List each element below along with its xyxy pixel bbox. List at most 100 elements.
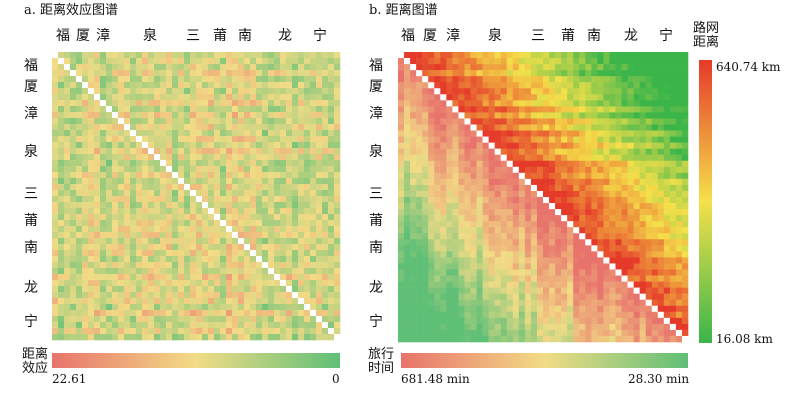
heatmap-cell xyxy=(268,298,275,305)
heatmap-cell xyxy=(52,52,59,59)
heatmap-cell xyxy=(58,274,65,281)
heatmap-cell xyxy=(292,214,299,221)
heatmap-cell xyxy=(434,112,441,119)
heatmap-cell xyxy=(268,112,275,119)
heatmap-cell xyxy=(681,335,689,343)
heatmap-cell xyxy=(160,154,167,161)
heatmap-cell xyxy=(76,82,83,89)
heatmap-cell xyxy=(398,136,405,143)
heatmap-cell xyxy=(609,299,616,307)
heatmap-cell xyxy=(112,256,119,263)
heatmap-cell xyxy=(675,233,683,240)
heatmap-cell xyxy=(567,100,574,107)
heatmap-cell xyxy=(476,293,483,301)
heatmap-cell xyxy=(118,334,125,341)
heatmap-cell xyxy=(506,305,514,313)
heatmap-cell xyxy=(58,76,65,83)
heatmap-cell xyxy=(130,238,137,245)
heatmap-cell xyxy=(500,335,508,343)
heatmap-cell xyxy=(669,287,677,294)
heatmap-cell xyxy=(452,197,459,204)
heatmap-cell xyxy=(398,221,405,228)
heatmap-cell xyxy=(494,203,502,210)
heatmap-cell xyxy=(428,197,435,204)
heatmap-cell xyxy=(524,76,532,83)
heatmap-cell xyxy=(476,305,483,313)
heatmap-cell xyxy=(500,215,508,222)
heatmap-cell xyxy=(500,227,508,234)
heatmap-cell xyxy=(452,70,459,77)
heatmap-cell xyxy=(178,190,185,197)
heatmap-cell xyxy=(512,154,520,162)
heatmap-cell xyxy=(675,335,683,343)
heatmap-cell xyxy=(274,238,281,245)
heatmap-cell xyxy=(651,317,659,325)
heatmap-cell xyxy=(410,130,417,137)
heatmap-cell xyxy=(470,239,477,246)
heatmap-cell xyxy=(232,70,239,77)
heatmap-cell xyxy=(256,298,263,305)
heatmap-cell xyxy=(561,154,568,162)
heatmap-cell xyxy=(88,214,95,221)
heatmap-cell xyxy=(208,190,215,197)
heatmap-cell xyxy=(142,250,149,257)
heatmap-cell xyxy=(567,70,574,77)
heatmap-cell xyxy=(657,100,665,107)
heatmap-cell xyxy=(64,178,71,185)
heatmap-cell xyxy=(328,148,335,155)
heatmap-cell xyxy=(506,178,514,186)
heatmap-cell xyxy=(76,220,83,227)
heatmap-cell xyxy=(292,238,299,245)
heatmap-cell xyxy=(585,124,592,131)
heatmap-cell xyxy=(518,221,526,228)
heatmap-cell xyxy=(621,52,628,59)
heatmap-cell xyxy=(334,184,341,191)
heatmap-cell xyxy=(543,269,550,276)
heatmap-cell xyxy=(322,334,329,341)
heatmap-cell xyxy=(292,190,299,197)
heatmap-cell xyxy=(573,58,580,65)
heatmap-cell xyxy=(681,100,689,107)
heatmap-cell xyxy=(112,112,119,119)
heatmap-cell xyxy=(322,310,329,317)
heatmap-cell xyxy=(524,58,532,65)
heatmap-cell xyxy=(118,280,125,287)
heatmap-cell xyxy=(82,226,89,233)
heatmap-cell xyxy=(579,106,586,113)
heatmap-cell xyxy=(118,268,125,275)
heatmap-cell xyxy=(561,94,568,101)
heatmap-cell xyxy=(398,58,405,65)
heatmap-cell xyxy=(549,323,556,331)
panel-b-row-label: 厦 xyxy=(369,79,383,95)
heatmap-cell xyxy=(536,58,544,65)
heatmap-cell xyxy=(70,238,77,245)
heatmap-cell xyxy=(202,334,209,341)
heatmap-cell xyxy=(226,298,233,305)
heatmap-cell xyxy=(118,148,125,155)
heatmap-cell xyxy=(328,64,335,71)
heatmap-cell xyxy=(567,112,574,119)
heatmap-cell xyxy=(328,334,335,341)
heatmap-cell xyxy=(232,100,239,107)
heatmap-cell xyxy=(470,215,477,222)
heatmap-cell xyxy=(645,118,653,125)
heatmap-cell xyxy=(226,310,233,317)
heatmap-cell xyxy=(172,274,179,281)
heatmap-cell xyxy=(166,52,173,59)
heatmap-cell xyxy=(434,275,441,282)
heatmap-cell xyxy=(196,322,203,329)
heatmap-cell xyxy=(530,335,538,343)
heatmap-cell xyxy=(118,310,125,317)
heatmap-cell xyxy=(591,293,598,301)
heatmap-cell xyxy=(657,124,665,131)
heatmap-cell xyxy=(226,232,233,239)
heatmap-cell xyxy=(500,106,508,113)
heatmap-cell xyxy=(232,328,239,335)
heatmap-cell xyxy=(669,124,677,131)
heatmap-cell xyxy=(226,280,233,287)
heatmap-cell xyxy=(310,298,317,305)
heatmap-cell xyxy=(112,328,119,335)
heatmap-cell xyxy=(88,76,95,83)
heatmap-cell xyxy=(172,250,179,257)
heatmap-cell xyxy=(112,106,119,113)
